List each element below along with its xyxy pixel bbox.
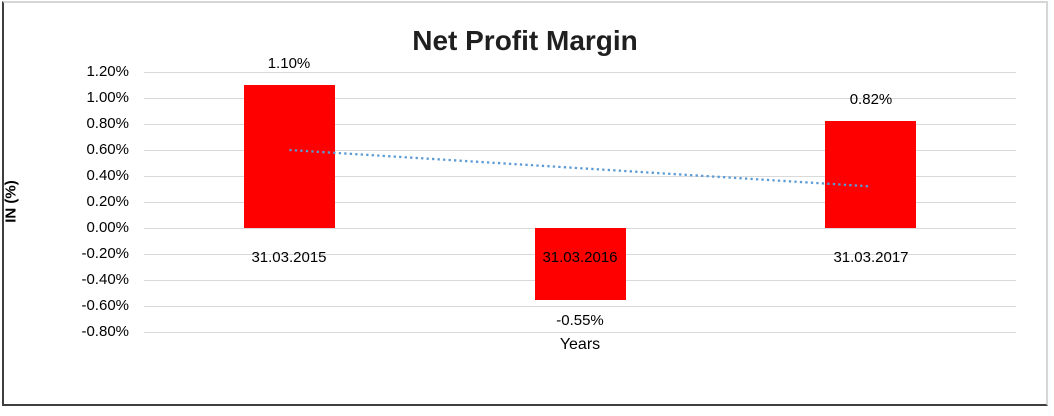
gridline <box>144 72 1016 73</box>
y-tick-label: 1.20% <box>86 63 129 80</box>
gridline <box>144 98 1016 99</box>
chart-title: Net Profit Margin <box>412 25 638 56</box>
x-category-label: 31.03.2016 <box>542 249 618 266</box>
y-tick-label: -0.80% <box>81 323 129 340</box>
data-label: 1.10% <box>267 55 311 72</box>
bar-31.03.2017 <box>825 121 916 228</box>
y-tick-label: -0.60% <box>81 297 129 314</box>
data-label: 0.82% <box>849 91 893 108</box>
gridline <box>144 332 1016 333</box>
y-tick-label: 0.60% <box>86 141 129 158</box>
x-category-label: 31.03.2015 <box>251 249 327 266</box>
y-tick-label: -0.20% <box>81 245 129 262</box>
y-tick-label: 0.40% <box>86 167 129 184</box>
x-category-label: 31.03.2017 <box>833 249 909 266</box>
x-axis-title: Years <box>559 336 601 353</box>
y-tick-label: 1.00% <box>86 89 129 106</box>
gridline <box>144 306 1016 307</box>
chart-frame: Net Profit Margin IN (%) Years 1.20% 1.00… <box>2 1 1048 406</box>
gridline <box>144 202 1016 203</box>
y-tick-label: 0.00% <box>86 219 129 236</box>
gridline <box>144 124 1016 125</box>
data-label: -0.55% <box>556 312 604 329</box>
bar-31.03.2015 <box>244 85 335 228</box>
y-tick-label: 0.20% <box>86 193 129 210</box>
y-tick-label: 0.80% <box>86 115 129 132</box>
bar-31.03.2016 <box>535 228 626 300</box>
y-tick-label: -0.40% <box>81 271 129 288</box>
